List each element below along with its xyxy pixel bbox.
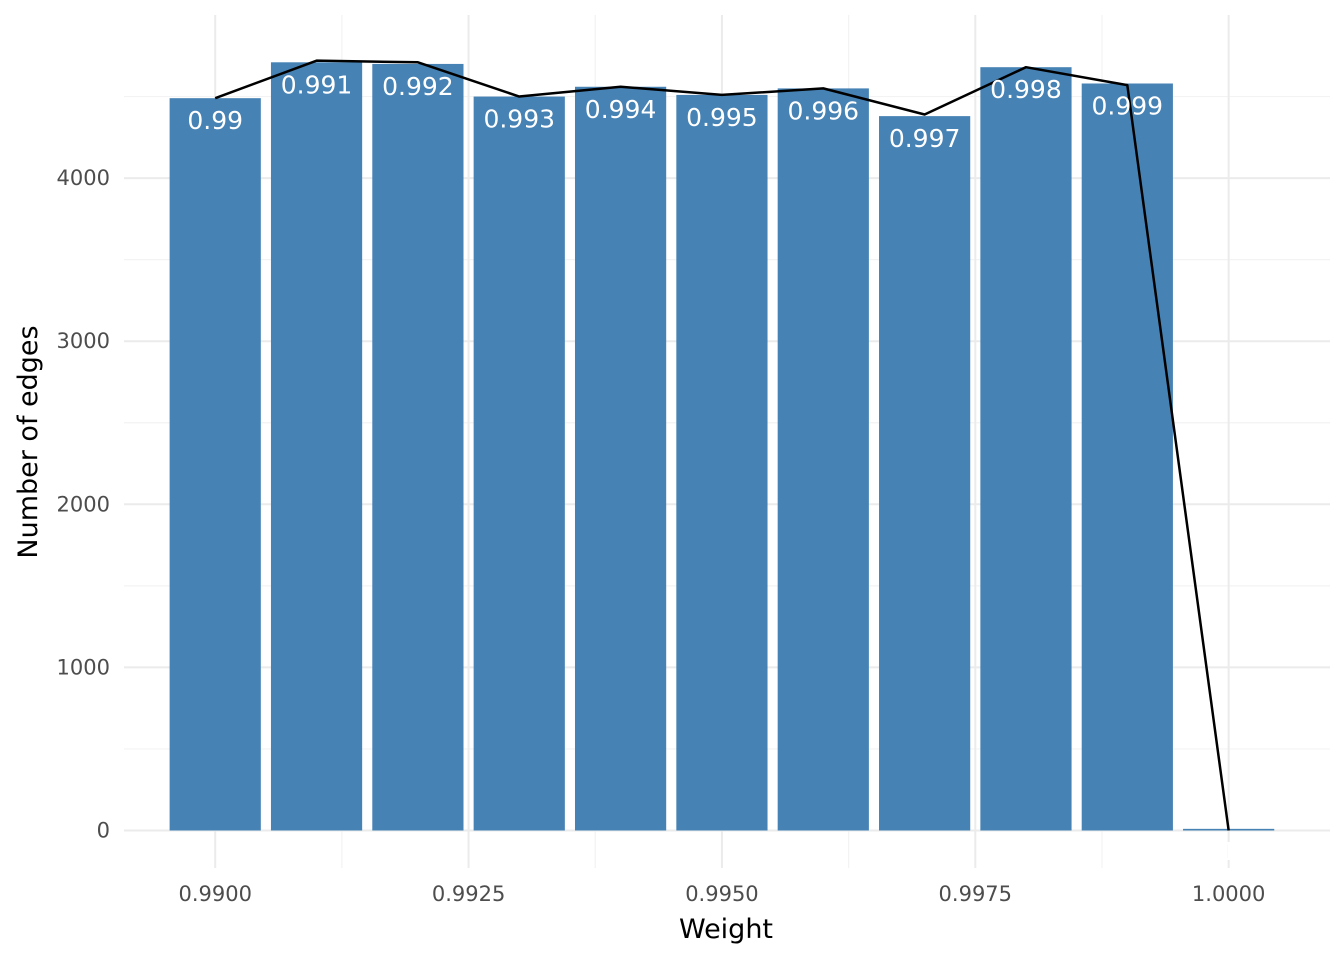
trend-line-group — [214, 59, 1230, 831]
bar — [676, 94, 768, 831]
y-tick-label: 4000 — [57, 166, 110, 190]
bar — [574, 86, 667, 831]
bar-value-label: 0.992 — [382, 72, 454, 101]
x-axis-title: Weight — [679, 914, 773, 945]
bar-value-label: 0.991 — [281, 70, 353, 99]
bar-value-label: 0.994 — [585, 95, 657, 124]
y-axis-title: Number of edges — [13, 325, 44, 558]
bar-value-label: 0.996 — [787, 96, 859, 125]
bars — [169, 62, 1275, 831]
bar-value-label: 0.997 — [889, 124, 961, 153]
bar — [879, 116, 971, 831]
y-tick-label: 0 — [97, 818, 110, 842]
bar — [169, 98, 261, 831]
axis-ticks: 0.9900 0.9925 0.9950 0.9975 1.0000 0 1000 2000 3… — [57, 166, 1266, 906]
bar-value-label: 0.99 — [187, 106, 243, 135]
x-tick-label: 0.9925 — [432, 882, 505, 906]
bar-value-label: 0.995 — [686, 103, 758, 132]
x-tick-label: 0.9900 — [178, 882, 251, 906]
y-tick-label: 3000 — [57, 329, 110, 353]
bar-value-label: 0.999 — [1092, 92, 1164, 121]
bar-value-label: 0.998 — [990, 75, 1062, 104]
bar-value-label: 0.993 — [483, 105, 555, 134]
bar — [473, 96, 565, 831]
bar-labels: 0.99 0.991 0.992 0.993 0.994 0.995 0.996 0.997 0… — [187, 70, 1236, 866]
x-tick-label: 1.0000 — [1192, 882, 1265, 906]
trend-line — [214, 59, 1230, 831]
bar — [980, 67, 1072, 831]
bar — [1081, 83, 1173, 831]
bar-value-label: 1 — [1221, 837, 1237, 866]
x-tick-label: 0.9950 — [685, 882, 758, 906]
y-tick-label: 2000 — [57, 492, 110, 516]
x-tick-label: 0.9975 — [939, 882, 1012, 906]
bar — [270, 62, 363, 831]
bar — [777, 88, 869, 831]
bar — [372, 63, 464, 831]
y-tick-label: 1000 — [57, 655, 110, 679]
